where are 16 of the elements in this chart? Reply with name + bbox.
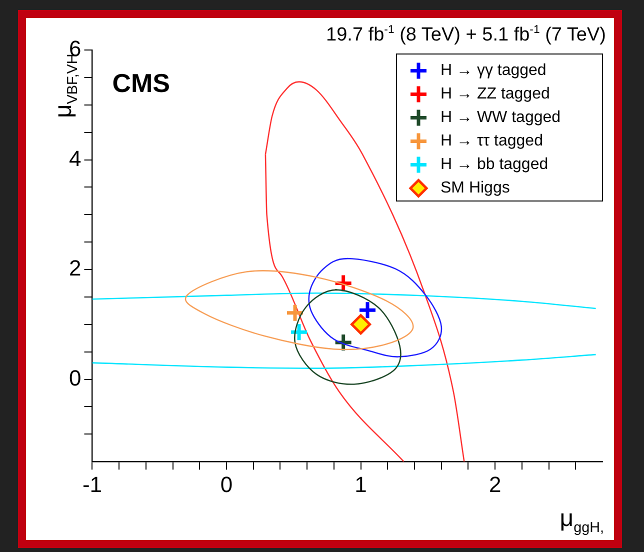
legend-label: H → bb tagged (440, 156, 548, 174)
chart-title: 19.7 fb$^{-1}$ (8 TeV) + 5.1 fb$^{-1}$ (7 TeV) (326, 24, 606, 46)
legend-label: SM Higgs (440, 180, 510, 197)
legend-label: H → ττ tagged (440, 132, 543, 150)
legend-label: H → ZZ tagged (440, 86, 550, 103)
legend-label: H → γγ tagged (440, 62, 546, 80)
annotation: CMS (112, 68, 170, 98)
x-tick-label: 0 (220, 472, 233, 497)
x-tick-label: 2 (488, 472, 502, 497)
x-axis-title: μ$_{ggH,}$ (560, 505, 604, 536)
y-tick-label: 2 (68, 256, 82, 281)
y-tick-label: 0 (68, 365, 82, 390)
y-tick-label: 4 (68, 146, 82, 171)
x-tick-label: 1 (354, 472, 367, 497)
legend-label: H → WW tagged (440, 109, 561, 126)
x-tick-label: -1 (82, 472, 102, 497)
